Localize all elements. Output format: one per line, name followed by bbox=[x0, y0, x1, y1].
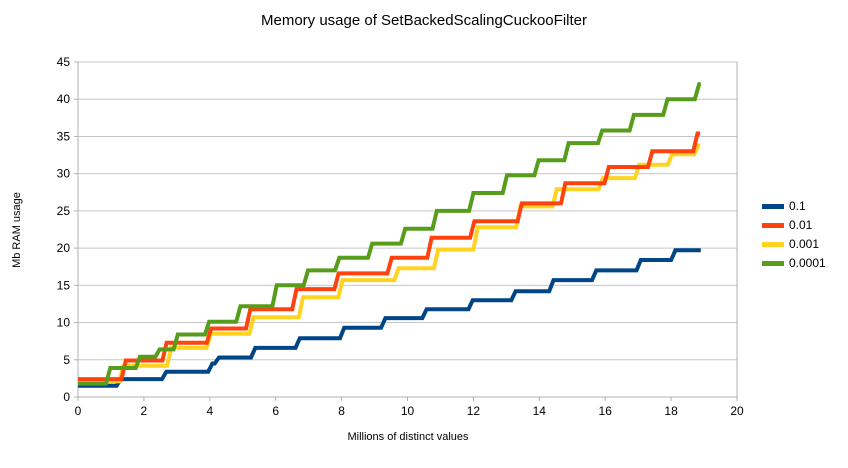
legend-swatch bbox=[762, 241, 784, 247]
legend-swatch bbox=[762, 203, 784, 209]
y-tick-label: 15 bbox=[57, 278, 71, 292]
series-line-0.01 bbox=[78, 131, 701, 382]
y-tick-label: 45 bbox=[57, 55, 71, 69]
legend: 0.1 0.01 0.001 0.0001 bbox=[762, 199, 826, 270]
x-tick-label: 8 bbox=[338, 404, 345, 418]
y-tick-label: 30 bbox=[57, 167, 71, 181]
x-tick-label: 16 bbox=[599, 404, 613, 418]
x-axis-title: Millions of distinct values bbox=[347, 431, 469, 443]
legend-item-0.0001: 0.0001 bbox=[762, 256, 826, 270]
legend-label: 0.0001 bbox=[789, 256, 826, 270]
y-tick-label: 40 bbox=[57, 92, 71, 106]
series-line-0.0001 bbox=[78, 82, 702, 386]
x-tick-label: 20 bbox=[730, 404, 744, 418]
legend-swatch bbox=[762, 260, 784, 266]
x-tick-label: 12 bbox=[467, 404, 481, 418]
legend-label: 0.1 bbox=[789, 199, 806, 213]
y-tick-label: 10 bbox=[57, 316, 71, 330]
y-tick-label: 25 bbox=[57, 204, 71, 218]
x-tick-label: 6 bbox=[272, 404, 279, 418]
legend-item-0.001: 0.001 bbox=[762, 237, 826, 251]
x-tick-label: 0 bbox=[75, 404, 82, 418]
x-tick-label: 14 bbox=[533, 404, 547, 418]
x-tick-label: 2 bbox=[141, 404, 148, 418]
x-tick-label: 4 bbox=[206, 404, 213, 418]
legend-label: 0.001 bbox=[789, 237, 820, 251]
x-tick-label: 18 bbox=[664, 404, 678, 418]
legend-item-0.01: 0.01 bbox=[762, 218, 826, 232]
legend-label: 0.01 bbox=[789, 218, 813, 232]
chart-title: Memory usage of SetBackedScalingCuckooFi… bbox=[261, 12, 587, 29]
y-tick-label: 20 bbox=[57, 241, 71, 255]
y-tick-label: 0 bbox=[63, 390, 70, 404]
legend-swatch bbox=[762, 222, 784, 228]
x-tick-label: 10 bbox=[401, 404, 415, 418]
legend-item-0.1: 0.1 bbox=[762, 199, 826, 213]
y-tick-label: 35 bbox=[57, 129, 71, 143]
series-line-0.1 bbox=[78, 248, 701, 388]
y-tick-label: 5 bbox=[63, 353, 70, 367]
